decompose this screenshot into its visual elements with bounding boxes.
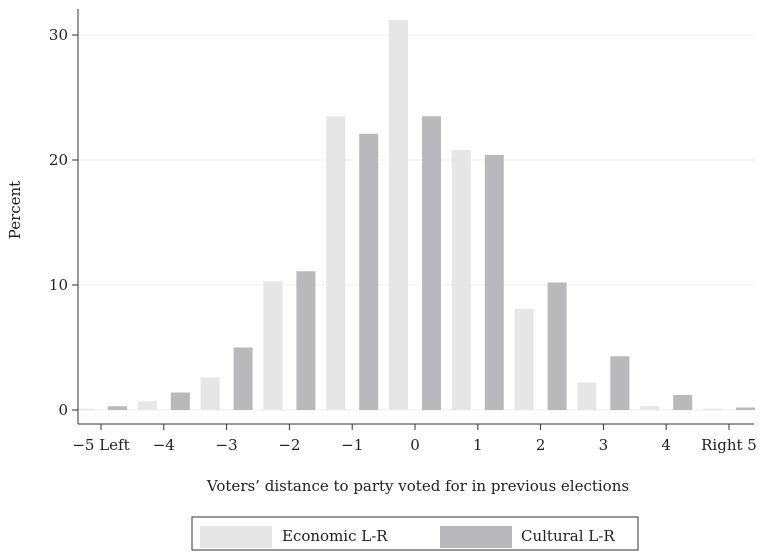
bar-economic xyxy=(389,20,408,410)
bar-cultural xyxy=(108,406,127,410)
x-ticks: −5 Left −4 −3 −2 −1 0 1 2 3 4 Right 5 xyxy=(72,424,757,454)
bar-economic xyxy=(75,408,94,410)
x-tick-label: 0 xyxy=(410,436,420,454)
bar-cultural xyxy=(170,392,190,410)
bar-economic xyxy=(577,382,597,410)
x-tick-label: −3 xyxy=(216,436,238,454)
gridlines xyxy=(78,34,754,411)
bar-economic xyxy=(137,401,157,410)
axes xyxy=(77,9,754,425)
bar-economic xyxy=(451,150,471,410)
bar-cultural xyxy=(547,282,567,410)
y-tick-label: 20 xyxy=(49,151,68,169)
x-tick-label: 2 xyxy=(536,436,546,454)
y-tick-label: 30 xyxy=(49,26,68,44)
x-tick-label: 1 xyxy=(473,436,483,454)
x-tick-label: 3 xyxy=(599,436,609,454)
bar-cultural xyxy=(422,116,441,410)
y-axis-title: Percent xyxy=(6,181,24,239)
bar-economic xyxy=(640,406,660,410)
bar-cultural xyxy=(233,347,253,410)
x-tick-label: −1 xyxy=(341,436,363,454)
legend: Economic L-R Cultural L-R xyxy=(191,516,639,551)
bars xyxy=(75,20,755,410)
x-tick-label: 4 xyxy=(661,436,671,454)
bar-economic xyxy=(263,281,283,410)
legend-label: Economic L-R xyxy=(282,527,388,545)
x-tick-label: −5 Left xyxy=(72,436,129,454)
y-tick-label: 0 xyxy=(58,401,68,419)
x-tick-label: −2 xyxy=(278,436,300,454)
x-axis-title: Voters’ distance to party voted for in p… xyxy=(206,477,629,495)
bar-economic xyxy=(326,116,346,410)
legend-swatch xyxy=(200,526,272,548)
bar-cultural xyxy=(359,133,379,410)
bar-cultural xyxy=(736,407,755,410)
bar-cultural xyxy=(610,356,630,410)
legend-label: Cultural L-R xyxy=(521,527,615,545)
x-tick-label: −4 xyxy=(153,436,175,454)
legend-swatch xyxy=(440,526,512,548)
bar-cultural xyxy=(484,155,504,410)
bar-cultural xyxy=(673,395,693,410)
bar-economic xyxy=(514,308,534,410)
y-tick-label: 10 xyxy=(49,276,68,294)
y-ticks: 0 10 20 30 xyxy=(49,26,78,419)
bar-economic xyxy=(703,408,722,410)
bar-cultural xyxy=(296,271,316,410)
bar-economic xyxy=(200,377,220,410)
x-tick-label: Right 5 xyxy=(701,436,757,454)
